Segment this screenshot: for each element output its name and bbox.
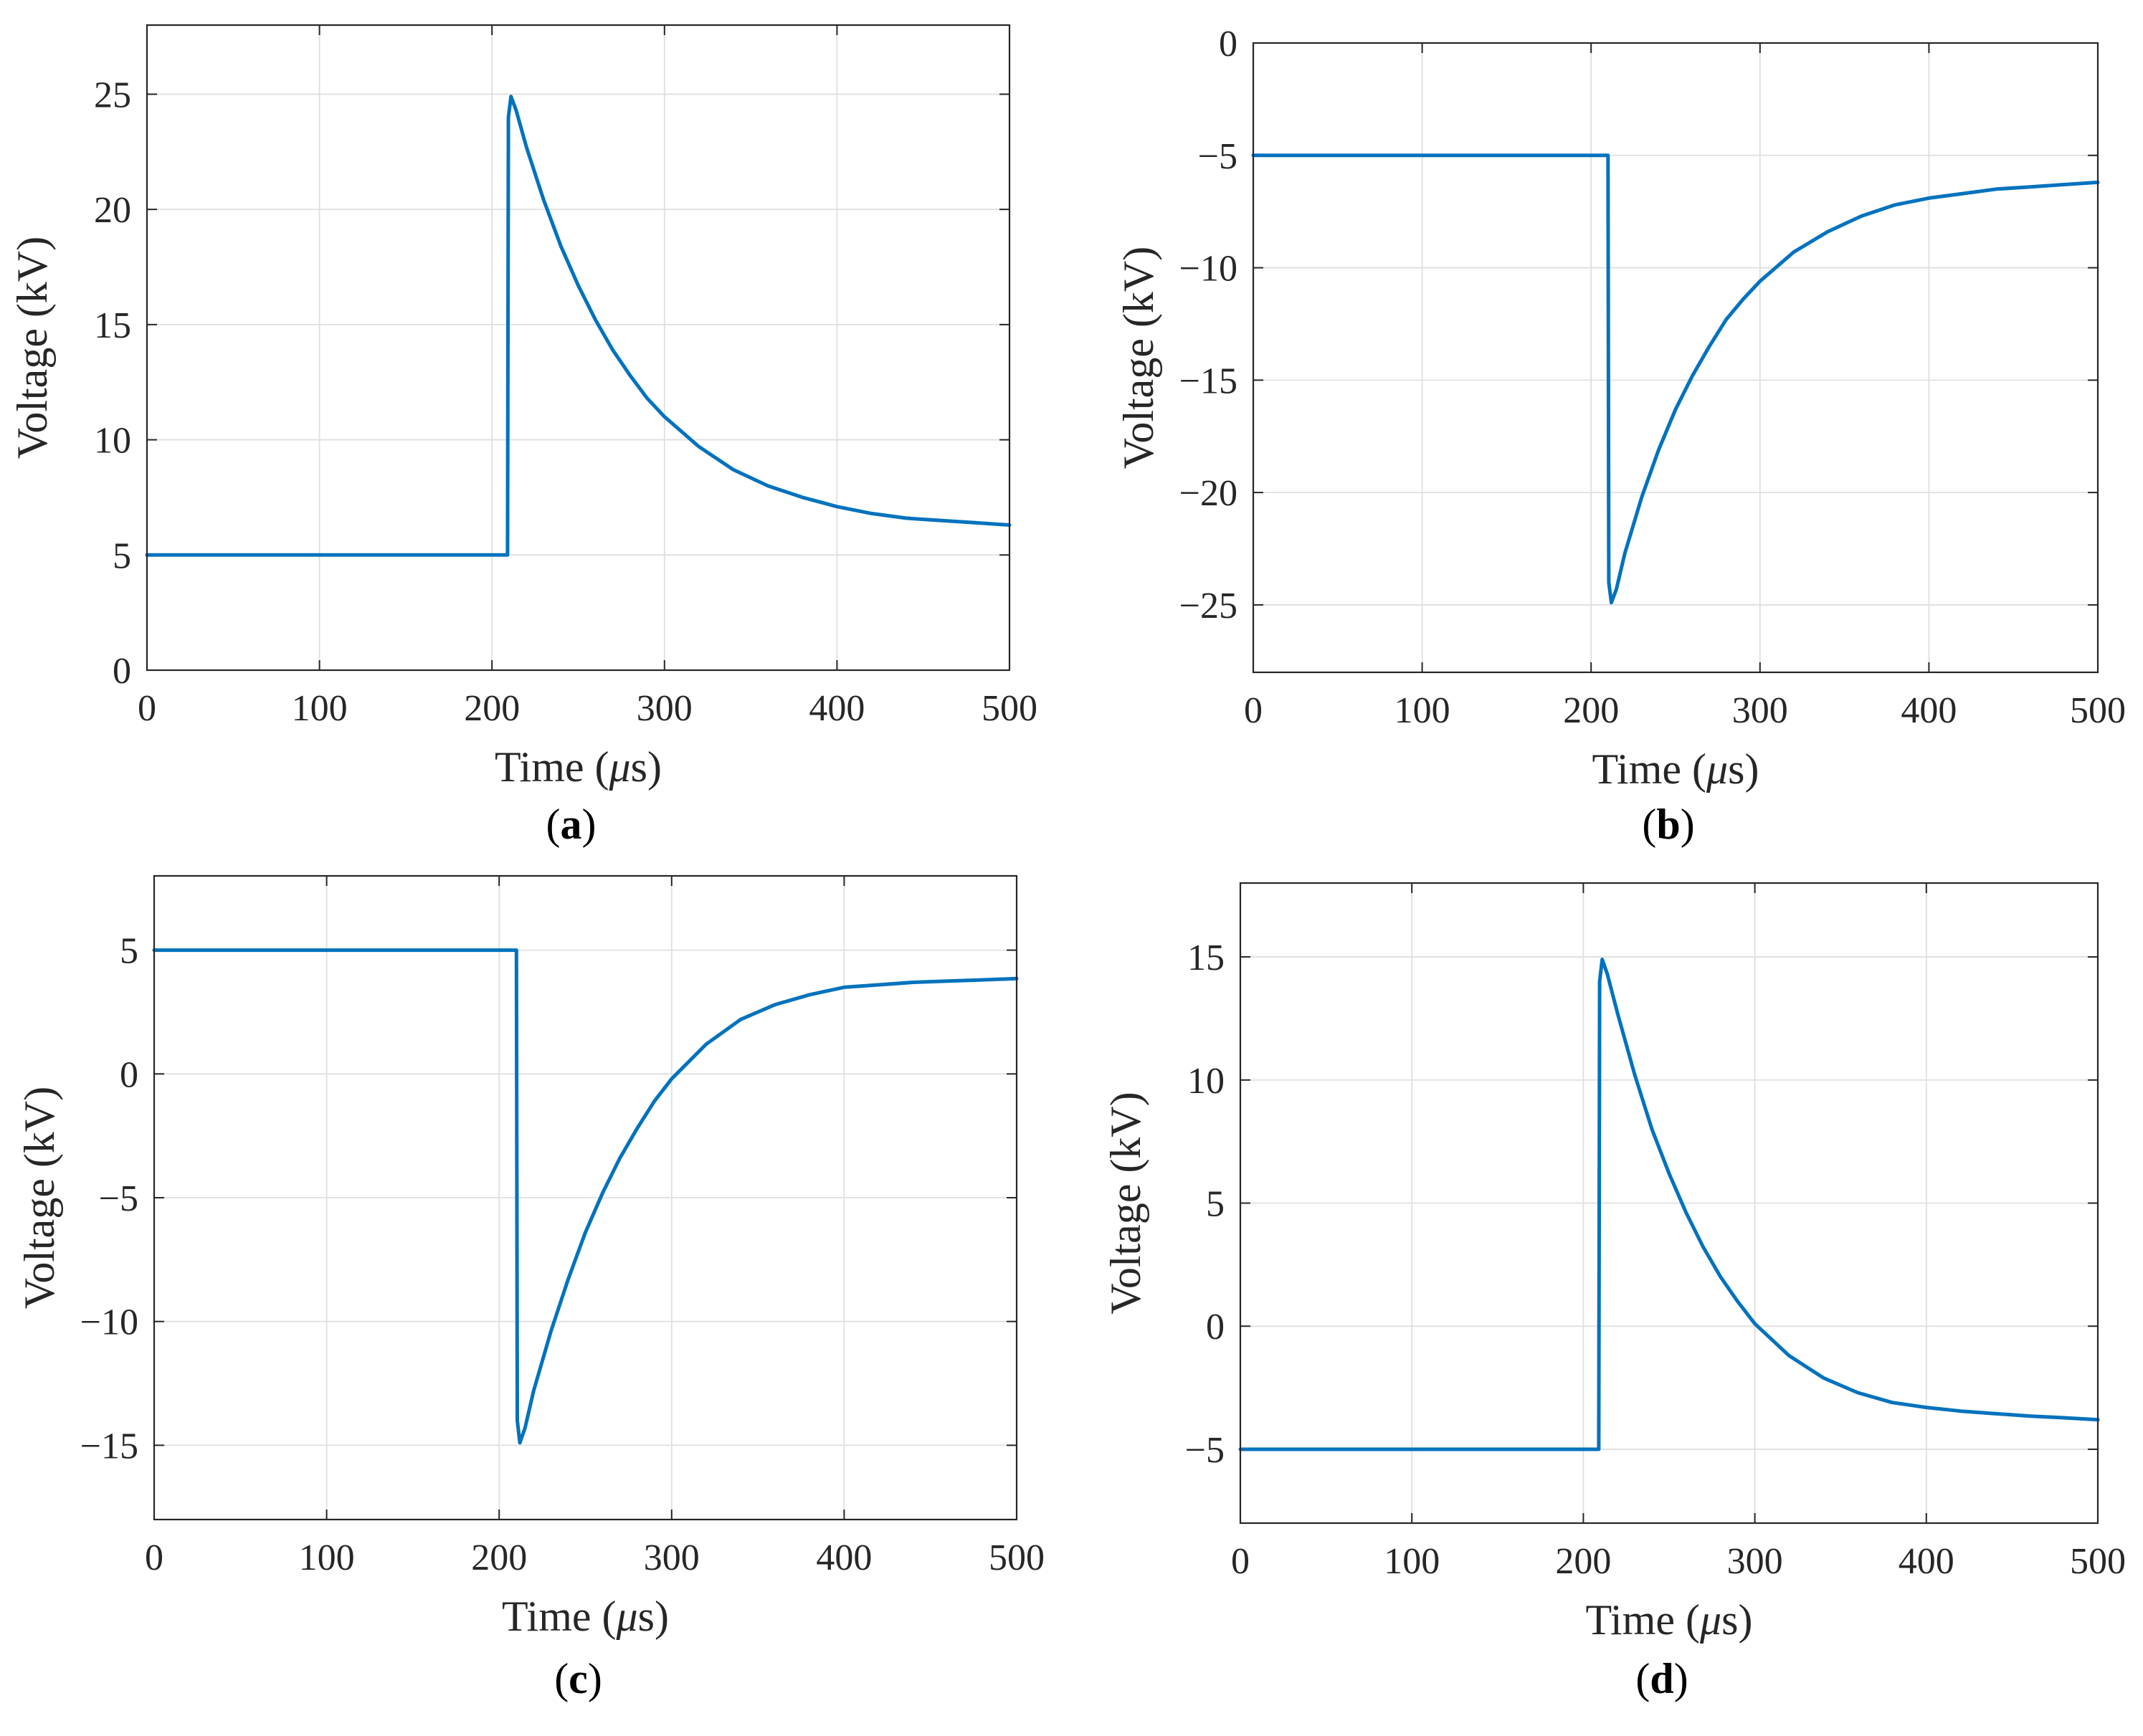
x-tick-label: 100 — [292, 688, 348, 729]
x-tick-label: 300 — [644, 1537, 700, 1578]
panel-caption: (b) — [1642, 801, 1694, 848]
y-axis-label: Voltage (kV) — [16, 1087, 63, 1310]
x-axis-label-unit: μ — [616, 1593, 638, 1640]
y-tick-label: −5 — [1198, 136, 1237, 177]
series-line-voltage — [1238, 958, 2100, 1451]
panel-a: 0 100 200 300 400 500 0 5 10 15 20 25 Time (μs) Volta… — [9, 24, 1037, 848]
x-tick-label: 500 — [2070, 1541, 2126, 1582]
x-axis-label-prefix: Time ( — [495, 743, 609, 791]
caption-open-paren: ( — [1642, 801, 1656, 848]
y-tick-label: −15 — [80, 1426, 138, 1466]
caption-letter: b — [1656, 801, 1680, 848]
x-axis-label-unit: μ — [609, 743, 631, 791]
x-tick-label: 200 — [1555, 1541, 1611, 1582]
x-tick-label: 300 — [1732, 690, 1788, 731]
caption-open-paren: ( — [546, 801, 561, 848]
plot-frame — [1239, 882, 2099, 1525]
y-tick-label: −20 — [1179, 473, 1237, 514]
x-axis-label-suffix: s) — [631, 743, 662, 791]
y-tick-label: 0 — [120, 1054, 138, 1095]
y-tick-label: 5 — [120, 931, 138, 972]
panel-c: 0 100 200 300 400 500 5 0 −5 −10 −15 Time (μs) Volta… — [16, 874, 1045, 1702]
y-tick-label: 5 — [113, 535, 131, 576]
x-axis-label-suffix: s) — [1728, 745, 1759, 793]
y-tick-label: −10 — [1179, 249, 1237, 290]
y-axis-label: Voltage (kV) — [1102, 1092, 1149, 1315]
y-tick-label: 0 — [1219, 24, 1237, 65]
x-tick-label: 0 — [145, 1537, 163, 1578]
caption-close-paren: ) — [1674, 1655, 1688, 1702]
caption-open-paren: ( — [1635, 1655, 1650, 1702]
x-tick-label: 500 — [982, 688, 1037, 729]
x-tick-label: 400 — [1901, 690, 1957, 731]
y-tick-label: 10 — [94, 421, 131, 462]
caption-open-paren: ( — [554, 1655, 569, 1702]
y-tick-label: −25 — [1179, 586, 1237, 626]
plot-frame — [1252, 42, 2099, 674]
panel-d: 0 100 200 300 400 500 15 10 5 0 −5 Time (μs) Voltage… — [1102, 882, 2126, 1702]
x-axis-label-unit: μ — [1699, 1596, 1721, 1644]
y-tick-label: 0 — [1206, 1307, 1225, 1348]
y-tick-label: −15 — [1179, 361, 1237, 401]
x-tick-label: 100 — [1384, 1541, 1440, 1582]
caption-letter: d — [1650, 1655, 1673, 1702]
x-axis-label-prefix: Time ( — [1586, 1596, 1701, 1644]
plot-frame — [153, 874, 1018, 1521]
x-tick-label: 400 — [809, 688, 865, 729]
y-tick-label: 15 — [1187, 938, 1225, 978]
x-axis-label: Time (μs) — [502, 1593, 669, 1640]
x-axis-label-prefix: Time ( — [1592, 745, 1707, 793]
x-axis-label-prefix: Time ( — [502, 1593, 617, 1640]
x-tick-label: 0 — [1244, 690, 1263, 731]
y-tick-label: −5 — [99, 1178, 138, 1219]
panel-caption: (a) — [546, 801, 597, 848]
y-tick-label: 5 — [1206, 1184, 1225, 1225]
x-tick-label: 400 — [816, 1537, 872, 1578]
caption-close-paren: ) — [588, 1655, 602, 1702]
y-tick-label: 0 — [113, 651, 131, 692]
caption-close-paren: ) — [582, 801, 597, 848]
x-axis-label-unit: μ — [1706, 745, 1728, 793]
y-tick-label: −5 — [1185, 1430, 1225, 1471]
series-line-voltage — [145, 95, 1012, 557]
caption-letter: a — [561, 801, 582, 848]
x-tick-label: 500 — [2070, 690, 2126, 731]
x-axis-label-suffix: s) — [1721, 1596, 1752, 1644]
x-tick-label: 500 — [989, 1537, 1045, 1578]
y-axis-label: Voltage (kV) — [1115, 247, 1162, 469]
y-tick-label: 10 — [1187, 1061, 1225, 1102]
y-tick-label: 15 — [94, 305, 131, 346]
caption-letter: c — [569, 1655, 588, 1702]
series-line-voltage — [152, 948, 1019, 1445]
caption-close-paren: ) — [1681, 801, 1695, 848]
x-tick-label: 200 — [471, 1537, 527, 1578]
x-tick-label: 300 — [1727, 1541, 1783, 1582]
x-axis-label-suffix: s) — [638, 1593, 669, 1640]
y-tick-label: 20 — [94, 190, 131, 231]
x-tick-label: 0 — [1231, 1541, 1250, 1582]
x-tick-label: 0 — [138, 688, 156, 729]
x-tick-label: 200 — [464, 688, 520, 729]
x-axis-label: Time (μs) — [495, 743, 662, 791]
panel-caption: (d) — [1635, 1655, 1688, 1702]
x-tick-label: 200 — [1563, 690, 1619, 731]
y-axis-label: Voltage (kV) — [9, 237, 56, 459]
x-axis-label: Time (μs) — [1586, 1596, 1753, 1644]
y-tick-label: −10 — [80, 1302, 138, 1343]
panel-b: 0 100 200 300 400 500 0 −5 −10 −15 −20 −25 Time (μs)… — [1115, 24, 2126, 848]
y-tick-label: 25 — [94, 75, 131, 115]
panel-caption: (c) — [554, 1655, 602, 1702]
x-axis-label: Time (μs) — [1592, 745, 1759, 793]
x-tick-label: 100 — [1394, 690, 1450, 731]
plot-frame — [146, 24, 1011, 672]
x-tick-label: 400 — [1899, 1541, 1954, 1582]
series-line-voltage — [1251, 153, 2100, 605]
x-tick-label: 100 — [299, 1537, 355, 1578]
x-tick-label: 300 — [637, 688, 693, 729]
